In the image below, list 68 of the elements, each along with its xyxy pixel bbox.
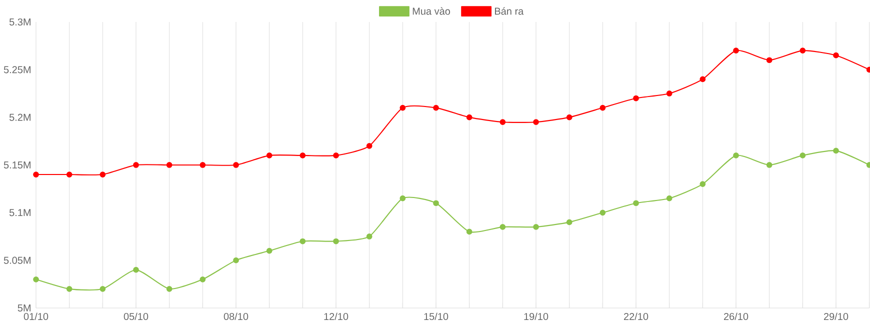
point xyxy=(800,48,806,54)
y-tick-label: 5.25M xyxy=(4,66,30,74)
x-tick-label: 08/10 xyxy=(224,312,248,320)
x-tick-label: 01/10 xyxy=(24,312,48,320)
point xyxy=(233,162,239,168)
y-tick-label: 5M xyxy=(18,304,30,312)
y-tick-label: 5.3M xyxy=(9,18,30,26)
point xyxy=(333,238,339,244)
point xyxy=(133,162,139,168)
point xyxy=(66,172,72,178)
point xyxy=(600,210,606,216)
point xyxy=(666,196,672,202)
point xyxy=(433,105,439,111)
point xyxy=(133,267,139,273)
point xyxy=(200,276,206,282)
point xyxy=(200,162,206,168)
y-tick-label: 5.2M xyxy=(9,114,30,122)
y-tick-label: 5.1M xyxy=(9,209,30,216)
point xyxy=(566,114,572,120)
point xyxy=(33,172,39,178)
x-tick-label: 29/10 xyxy=(824,312,848,320)
x-tick-label: 15/10 xyxy=(424,312,448,320)
point xyxy=(833,52,839,58)
point xyxy=(833,148,839,154)
point xyxy=(700,181,706,188)
point xyxy=(400,105,406,111)
point xyxy=(400,196,406,202)
point xyxy=(300,152,306,159)
point xyxy=(500,119,506,126)
y-tick-label: 5.05M xyxy=(4,256,30,264)
point xyxy=(433,200,439,206)
point xyxy=(733,152,739,159)
legend-label: Mua vào xyxy=(412,7,450,15)
point xyxy=(333,152,339,159)
x-tick-label: 26/10 xyxy=(724,312,748,320)
x-tick-label: 19/10 xyxy=(524,312,548,320)
point xyxy=(700,76,706,82)
point xyxy=(533,224,539,230)
point xyxy=(800,152,806,159)
point xyxy=(266,248,272,254)
point xyxy=(766,162,772,168)
point xyxy=(233,258,239,264)
point xyxy=(33,276,39,282)
point xyxy=(266,152,272,159)
point xyxy=(666,90,672,97)
legend-label: Bán ra xyxy=(495,7,524,15)
point xyxy=(766,57,772,64)
point xyxy=(500,224,506,230)
y-tick-label: 5.15M xyxy=(4,162,30,169)
point xyxy=(600,105,606,111)
point xyxy=(66,286,72,292)
x-tick-label: 12/10 xyxy=(324,312,348,320)
x-tick-label: 05/10 xyxy=(124,312,148,320)
point xyxy=(366,143,372,150)
point xyxy=(466,228,472,235)
point xyxy=(166,162,172,168)
point xyxy=(366,234,372,240)
point xyxy=(533,119,539,126)
point xyxy=(166,286,172,292)
point xyxy=(100,172,106,178)
point xyxy=(733,48,739,54)
point xyxy=(633,96,639,102)
point xyxy=(566,219,572,226)
point xyxy=(466,114,472,120)
point xyxy=(300,238,306,244)
point xyxy=(633,200,639,206)
point xyxy=(100,286,106,292)
x-tick-label: 22/10 xyxy=(624,312,648,320)
